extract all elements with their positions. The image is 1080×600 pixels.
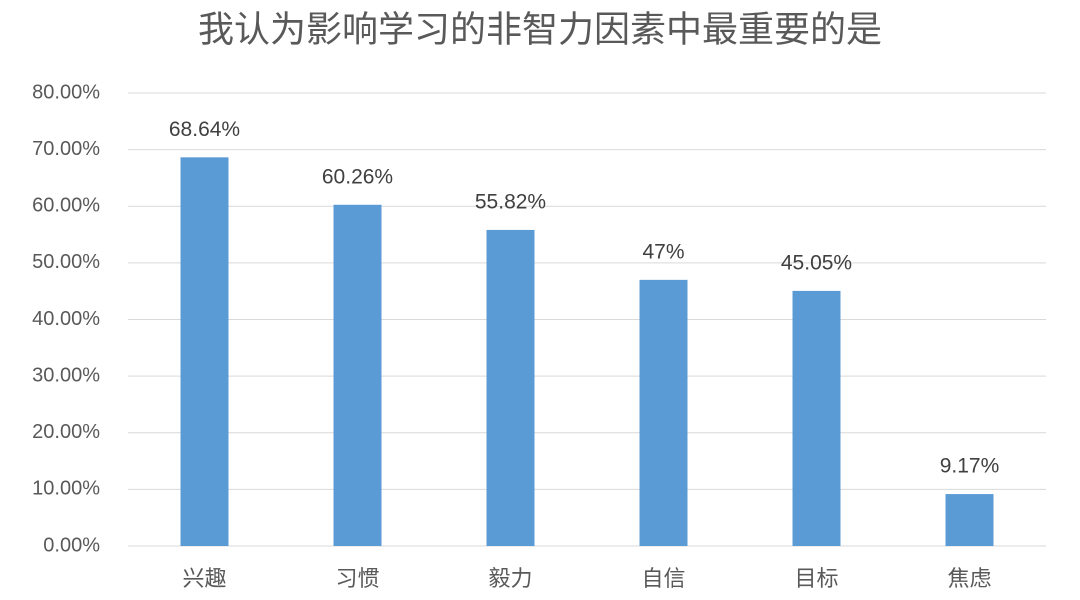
value-label: 45.05%	[781, 251, 852, 274]
value-label: 55.82%	[475, 190, 546, 213]
bar	[639, 279, 688, 546]
bar	[333, 204, 382, 546]
x-tick-label: 目标	[794, 566, 838, 591]
x-tick-label: 习惯	[335, 566, 379, 591]
y-tick-label: 70.00%	[32, 138, 100, 160]
value-label: 68.64%	[169, 118, 240, 141]
y-tick-label: 80.00%	[32, 81, 100, 103]
x-tick-label: 兴趣	[182, 566, 226, 591]
bar	[180, 157, 229, 547]
chart-title: 我认为影响学习的非智力因素中最重要的是	[198, 9, 882, 50]
value-label: 60.26%	[322, 165, 393, 188]
x-tick-label: 自信	[641, 566, 685, 591]
y-tick-label: 0.00%	[43, 534, 100, 556]
y-tick-label: 20.00%	[32, 421, 100, 443]
y-tick-label: 10.00%	[32, 478, 100, 500]
bar	[486, 229, 535, 546]
y-tick-label: 60.00%	[32, 195, 100, 217]
x-tick-label: 毅力	[488, 566, 532, 591]
y-tick-label: 40.00%	[32, 308, 100, 330]
bar	[945, 494, 994, 546]
bar	[792, 290, 841, 546]
x-tick-label: 焦虑	[947, 566, 991, 591]
y-tick-label: 50.00%	[32, 251, 100, 273]
y-tick-label: 30.00%	[32, 364, 100, 386]
value-label: 9.17%	[940, 455, 1000, 478]
value-label: 47%	[642, 240, 684, 263]
